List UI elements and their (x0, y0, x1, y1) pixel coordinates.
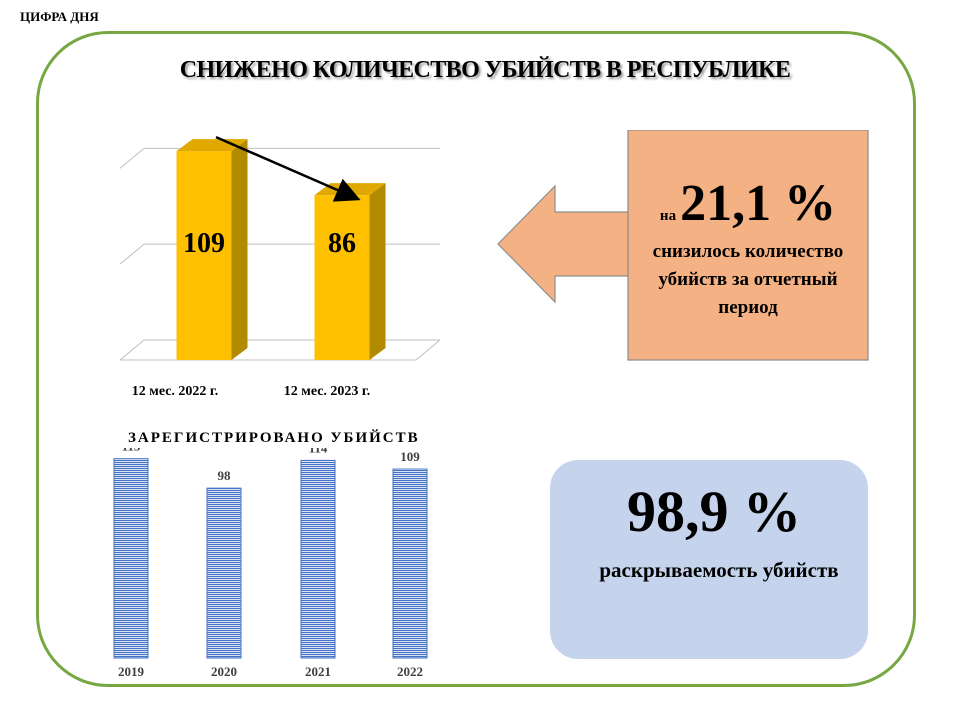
callout-percent: 21,1 % (680, 175, 837, 232)
chart2-bars (113, 458, 428, 659)
category-label: 2019 (118, 664, 145, 679)
bar-value-label: 109 (400, 449, 420, 464)
bar (314, 195, 370, 360)
category-label: 2020 (211, 664, 237, 679)
bar (300, 459, 336, 659)
floor-edge (415, 339, 441, 361)
chart1-category-label: 12 мес. 2023 г. (283, 384, 371, 399)
callout-description: снизилось количество убийств за отчетный… (652, 241, 844, 318)
chart1-bars (176, 139, 386, 360)
category-label: 2022 (397, 664, 423, 679)
bar (206, 487, 242, 659)
bar-value-label: 115 (122, 448, 141, 454)
chart2-title: ЗАРЕГИСТРИРОВАНО УБИЙСТВ (128, 430, 420, 446)
gridline (119, 147, 145, 169)
solve-rate-percent: 98,9 % (627, 479, 801, 544)
top-label: ЦИФРА ДНЯ (20, 9, 99, 24)
main-title: СНИЖЕНО КОЛИЧЕСТВО УБИЙСТВ В РЕСПУБЛИКЕ (179, 57, 791, 83)
comparison-bar-chart: 109 86 (119, 135, 441, 361)
callout-arrow-head (497, 184, 629, 304)
bar-value-label: 86 (328, 228, 356, 259)
bar-value-label: 109 (183, 228, 225, 259)
gridline (119, 243, 145, 265)
gridline (119, 339, 145, 361)
chart1-value-labels: 109 86 (183, 228, 356, 259)
bar (113, 458, 149, 659)
trend-arrow-line (215, 135, 361, 202)
chart2-value-labels: 115 98 114 109 (122, 448, 421, 483)
callout-box (627, 130, 869, 361)
callout-arrow-shape (497, 130, 869, 361)
bar-value-label: 114 (309, 448, 328, 455)
bar (392, 468, 428, 659)
bar (176, 151, 232, 360)
category-label: 2021 (305, 664, 331, 679)
chart2-category-labels: 2019 2020 2021 2022 (118, 664, 423, 679)
callout-prefix: на (659, 208, 677, 224)
chart1-category-axis: 12 мес. 2022 г. 12 мес. 2023 г. (100, 384, 460, 404)
chart1-category-label: 12 мес. 2022 г. (131, 384, 219, 399)
bar-side (369, 183, 386, 360)
callout-text: на 21,1 % снизилось количество убийств з… (628, 178, 868, 322)
chart1-grid (119, 147, 441, 361)
bar-value-label: 98 (218, 468, 232, 483)
solve-rate-label: раскрываемость убийств (599, 558, 839, 582)
registered-murders-chart: 115 98 114 109 2019 2020 2021 2022 (113, 448, 428, 679)
solve-rate-panel (550, 460, 868, 659)
rounded-frame (36, 31, 916, 687)
trend-arrow (215, 135, 361, 202)
bar-side (231, 139, 248, 360)
